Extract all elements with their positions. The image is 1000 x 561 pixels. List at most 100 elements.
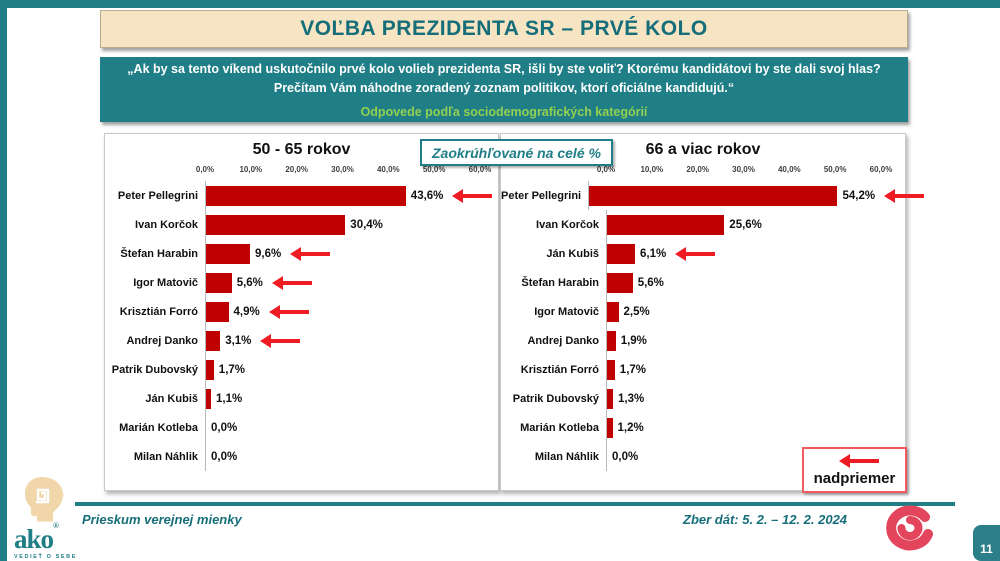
survey-question-box: „Ak by sa tento víkend uskutočnilo prvé … xyxy=(100,57,908,122)
chart-title: 66 a viac rokov xyxy=(645,141,761,158)
candidate-label: Igor Matovič xyxy=(534,305,599,318)
row-plot: 9,6% xyxy=(205,239,498,268)
candidate-label: Marián Kotleba xyxy=(119,421,198,434)
chart-row: Krisztián Forró 1,7% xyxy=(501,355,905,384)
charts-area: 50 - 65 rokov 0,0% 10,0% 20,0% 30,0% 40,0% 50… xyxy=(104,133,925,493)
bar xyxy=(206,185,406,206)
x-tick-label: 10,0% xyxy=(239,165,263,174)
question-subtitle: Odpovede podľa sociodemografických kateg… xyxy=(360,105,648,120)
bar-value-label: 54,2% xyxy=(842,189,876,202)
bar-value-label: 0,0% xyxy=(612,450,639,463)
bar-value-label: 1,2% xyxy=(617,421,644,434)
bar xyxy=(607,214,725,235)
candidate-label: Ján Kubiš xyxy=(546,247,599,260)
above-average-arrow-icon xyxy=(260,333,301,348)
red-arrow-icon xyxy=(839,453,879,468)
head-maze-icon xyxy=(25,477,65,522)
above-average-arrow-icon xyxy=(884,188,925,203)
chart-row: Peter Pellegrini 54,2% xyxy=(501,181,925,210)
chart-row: Patrik Dubovský 1,3% xyxy=(501,384,905,413)
candidate-label: Patrik Dubovský xyxy=(111,363,198,376)
bar-value-label: 3,1% xyxy=(225,334,252,347)
bar xyxy=(607,330,616,351)
bar-value-label: 25,6% xyxy=(729,218,762,231)
bar-value-label: 0,0% xyxy=(211,450,238,463)
candidate-label: Ján Kubiš xyxy=(145,392,198,405)
above-average-arrow-icon xyxy=(268,304,309,319)
bar-value-label: 30,4% xyxy=(350,218,383,231)
above-average-arrow-icon xyxy=(675,246,716,261)
bar-value-label: 2,5% xyxy=(623,305,650,318)
x-tick-label: 10,0% xyxy=(640,165,664,174)
x-tick-label: 30,0% xyxy=(732,165,755,174)
ako-logo-word: ako® xyxy=(14,521,59,554)
bar-value-label: 43,6% xyxy=(410,189,444,202)
top-frame-strip xyxy=(0,0,1000,8)
chart-row: Štefan Harabin 5,6% xyxy=(501,268,905,297)
x-axis-ticks: 0,0% 10,0% 20,0% 30,0% 40,0% 50,0% 60,0% xyxy=(196,165,498,181)
row-plot: 1,3% xyxy=(606,384,905,413)
bar-value-label: 1,1% xyxy=(216,392,243,405)
page-number: 11 xyxy=(980,542,993,556)
bar xyxy=(206,272,232,293)
bar xyxy=(607,243,635,264)
chart-row: Patrik Dubovský 1,7% xyxy=(105,355,498,384)
row-plot: 30,4% xyxy=(205,210,498,239)
row-plot: 3,1% xyxy=(205,326,498,355)
bar xyxy=(206,388,211,409)
candidate-label: Milan Náhlik xyxy=(534,450,599,463)
chart-row: Ján Kubiš 6,1% xyxy=(501,239,905,268)
x-tick-label: 0,0% xyxy=(596,165,616,174)
x-tick-label: 0,0% xyxy=(195,165,215,174)
legend-label: nadpriemer xyxy=(813,469,896,487)
left-frame-strip xyxy=(0,0,7,561)
slide-title-bar: VOĽBA PREZIDENTA SR – PRVÉ KOLO xyxy=(100,10,908,48)
above-average-arrow-icon xyxy=(290,246,331,261)
spiral-logo-icon xyxy=(886,505,933,551)
bar xyxy=(607,301,619,322)
ako-agency-logo: ako® VEDIEŤ O SEBE xyxy=(14,476,94,560)
chart-title: 50 - 65 rokov xyxy=(252,141,351,158)
chart-row: Andrej Danko 3,1% xyxy=(105,326,498,355)
row-plot: 0,0% xyxy=(205,413,498,442)
chart-row: Milan Náhlik 0,0% xyxy=(501,442,905,471)
row-plot: 5,6% xyxy=(606,268,905,297)
chart-row: Ján Kubiš 1,1% xyxy=(105,384,498,413)
x-tick-label: 50,0% xyxy=(823,165,847,174)
ako-logo-tagline: VEDIEŤ O SEBE xyxy=(14,554,77,561)
footer-left-text: Prieskum verejnej mienky xyxy=(82,512,242,527)
row-plot: 1,9% xyxy=(606,326,905,355)
above-average-arrow-icon xyxy=(452,188,493,203)
chart-rows: Peter Pellegrini 54,2% Ivan Korčok 25,6% Ján… xyxy=(501,181,925,471)
page-number-badge: 11 xyxy=(973,525,1000,561)
chart-row: Marián Kotleba 0,0% xyxy=(105,413,498,442)
x-tick-label: 60,0% xyxy=(468,165,492,174)
bar-chart-50-65: 50 - 65 rokov 0,0% 10,0% 20,0% 30,0% 40,0% 50… xyxy=(105,141,498,471)
bar-value-label: 4,9% xyxy=(233,305,260,318)
candidate-label: Andrej Danko xyxy=(126,334,198,347)
bar xyxy=(607,359,615,380)
row-plot: 0,0% xyxy=(205,442,498,471)
bar-value-label: 5,6% xyxy=(637,276,664,289)
row-plot: 4,9% xyxy=(205,297,498,326)
x-tick-label: 20,0% xyxy=(285,165,308,174)
bar-chart-66-plus: 66 a viac rokov 0,0% 10,0% 20,0% 30,0% 40,0%… xyxy=(501,141,925,471)
bar-value-label: 1,3% xyxy=(618,392,645,405)
chart-row: Marián Kotleba 1,2% xyxy=(501,413,905,442)
above-average-arrow-icon xyxy=(271,275,312,290)
row-plot: 54,2% xyxy=(588,181,925,210)
bar xyxy=(607,417,613,438)
x-tick-label: 60,0% xyxy=(869,165,893,174)
footer-divider xyxy=(75,502,955,506)
candidate-label: Peter Pellegrini xyxy=(117,189,198,202)
rounding-note: Zaokrúhľované na celé % xyxy=(420,139,613,166)
bar xyxy=(206,330,221,351)
bar-value-label: 1,7% xyxy=(218,363,246,376)
bar-value-label: 6,1% xyxy=(640,247,667,260)
x-tick-label: 20,0% xyxy=(686,165,709,174)
x-tick-label: 30,0% xyxy=(331,165,354,174)
x-axis-ticks: 0,0% 10,0% 20,0% 30,0% 40,0% 50,0% 60,0% xyxy=(597,165,905,181)
chart-rows: Peter Pellegrini 43,6% Ivan Korčok 30,4% Šte… xyxy=(105,181,498,471)
rounding-note-text: Zaokrúhľované na celé % xyxy=(432,144,601,161)
